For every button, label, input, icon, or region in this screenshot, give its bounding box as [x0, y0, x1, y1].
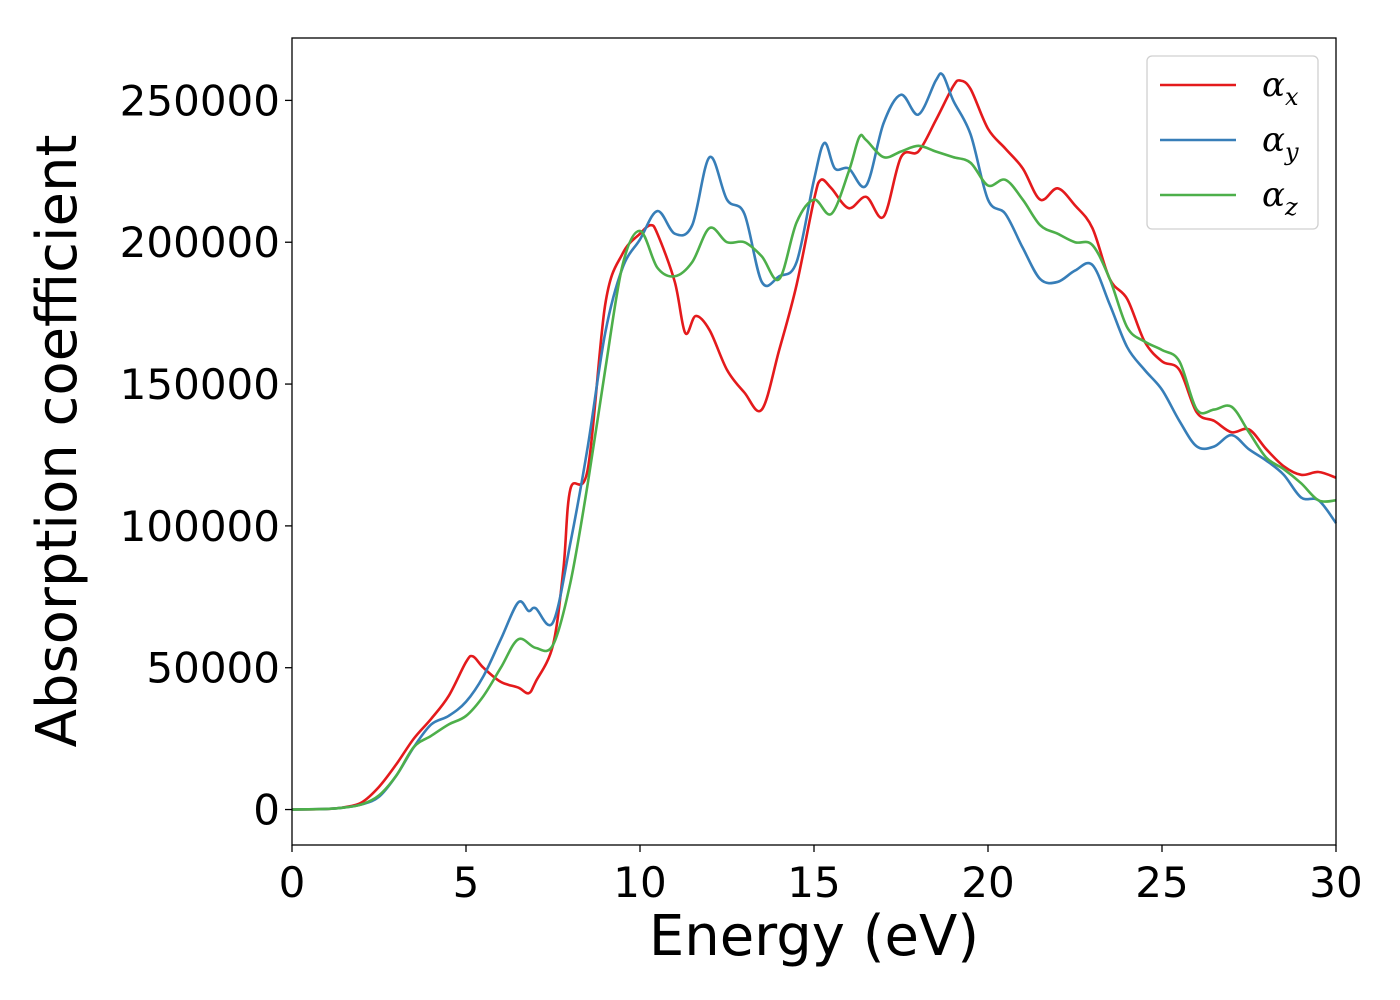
y-tick-label: 200000 [120, 218, 280, 267]
x-axis-ticks: 0 5 10 15 20 25 30 [279, 845, 1363, 907]
series-line-alpha-x [291, 79, 1337, 811]
x-tick-label: 20 [961, 858, 1014, 907]
x-tick-label: 10 [613, 858, 666, 907]
y-axis-ticks: 0 50000 100000 150000 200000 250000 [120, 76, 292, 835]
legend: αx αy αz [1146, 55, 1319, 230]
y-axis-label: Absorption coefficient [25, 135, 90, 748]
legend-label-alpha-y: αy [1262, 120, 1299, 166]
y-tick-label: 0 [253, 786, 280, 835]
x-tick-label: 5 [453, 858, 480, 907]
series-line-alpha-z [291, 133, 1337, 811]
legend-label-alpha-x: αx [1262, 65, 1299, 111]
y-tick-label: 250000 [120, 76, 280, 125]
legend-label-alpha-z: αz [1262, 175, 1298, 221]
x-tick-label: 15 [787, 858, 840, 907]
y-tick-label: 100000 [120, 502, 280, 551]
series-line-alpha-y [291, 72, 1338, 811]
series-group [291, 72, 1338, 811]
x-tick-label: 30 [1309, 858, 1362, 907]
x-tick-label: 0 [279, 858, 306, 907]
legend-box [1146, 55, 1319, 230]
x-tick-label: 25 [1135, 858, 1188, 907]
x-axis-label: Energy (eV) [649, 904, 979, 969]
y-tick-label: 50000 [146, 644, 280, 693]
y-tick-label: 150000 [120, 360, 280, 409]
